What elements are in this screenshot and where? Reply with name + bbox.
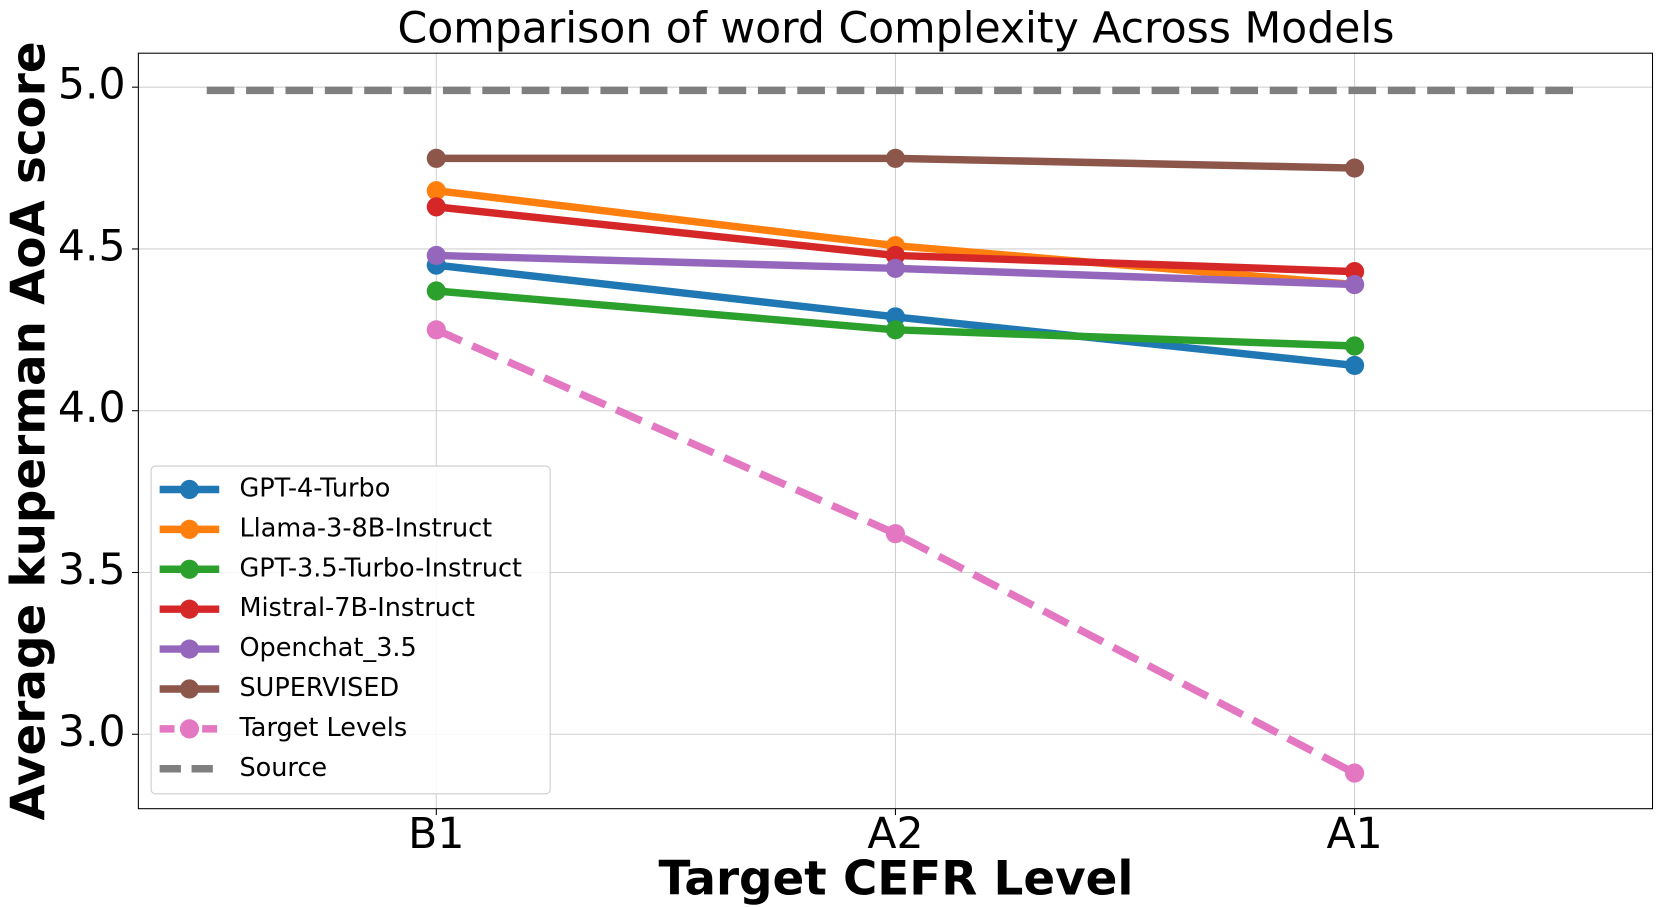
legend-marker — [179, 599, 200, 619]
marker — [1345, 274, 1365, 295]
marker — [1345, 763, 1365, 783]
legend-marker — [179, 519, 200, 539]
legend-label: Source — [239, 753, 327, 783]
marker — [426, 245, 446, 265]
marker — [426, 320, 446, 340]
legend-frame — [150, 465, 551, 795]
legend-label: SUPERVISED — [239, 673, 399, 703]
x-axis-label: Target CEFR Level — [659, 853, 1134, 907]
marker — [1345, 336, 1365, 356]
y-axis-label: Average kuperman AoA score — [2, 41, 56, 820]
y-tick-label: 4.0 — [58, 383, 126, 433]
y-tick-label: 5.0 — [58, 60, 126, 110]
marker — [426, 197, 446, 217]
legend-label: GPT-3.5-Turbo-Instruct — [239, 553, 522, 583]
marker — [1345, 158, 1365, 178]
legend-marker — [179, 559, 200, 579]
x-tick-label: A1 — [1326, 809, 1382, 859]
y-tick-label: 3.5 — [58, 545, 126, 595]
plot-frame — [137, 52, 1654, 810]
y-tick-label: 4.5 — [58, 221, 126, 271]
legend-marker — [179, 479, 200, 500]
marker — [885, 258, 906, 278]
marker — [426, 281, 446, 301]
x-tick-label: A2 — [867, 809, 923, 859]
x-tick-label: B1 — [408, 809, 464, 859]
y-tick-label: 3.0 — [58, 707, 126, 757]
legend-label: GPT-4-Turbo — [239, 473, 390, 503]
marker — [885, 320, 906, 340]
legend-marker — [179, 719, 200, 739]
legend-label: Mistral-7B-Instruct — [239, 593, 474, 623]
legend-marker — [179, 639, 200, 659]
marker — [426, 181, 446, 201]
legend: GPT-4-Turbo Llama-3-8B-Instruct GPT-3.5-Tu… — [150, 465, 551, 795]
legend-marker — [179, 679, 200, 699]
chart-title: Comparison of word Complexity Across Mod… — [398, 3, 1395, 53]
marker — [885, 148, 906, 168]
series-line — [434, 326, 1357, 777]
marker — [885, 524, 906, 544]
legend-label: Llama-3-8B-Instruct — [239, 513, 492, 543]
marker — [426, 148, 446, 168]
legend-label: Openchat_3.5 — [239, 633, 416, 663]
marker — [1345, 355, 1365, 376]
legend-label: Target Levels — [238, 713, 407, 743]
